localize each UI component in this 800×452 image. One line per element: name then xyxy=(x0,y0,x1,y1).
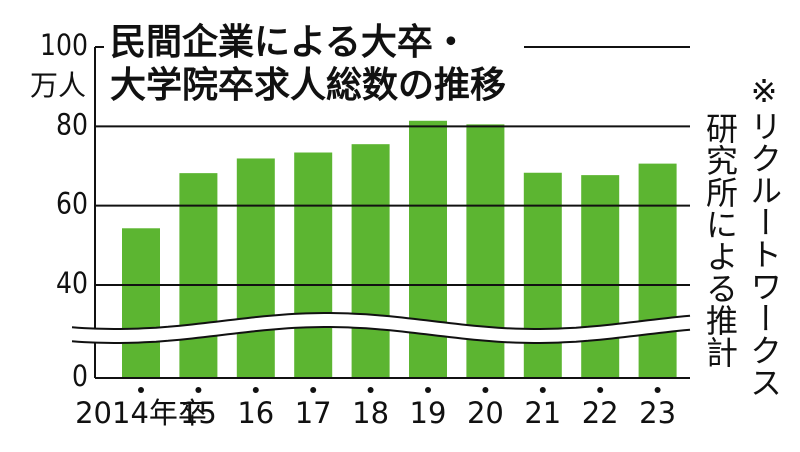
y-tick-label: 40 xyxy=(56,266,88,300)
x-tick-label: 18 xyxy=(352,396,389,430)
y-tick-label: 80 xyxy=(56,107,88,141)
x-tick-label: 16 xyxy=(237,396,274,430)
title-bg xyxy=(104,64,590,108)
tick-dot xyxy=(539,387,546,393)
x-tick-label: 17 xyxy=(295,396,332,430)
x-tick-label: 20 xyxy=(467,396,504,430)
x-tick-label: 2014年卒 xyxy=(75,396,207,430)
y-tick-label: 60 xyxy=(56,187,88,221)
tick-dot xyxy=(138,387,144,393)
x-tick-label: 19 xyxy=(410,396,447,430)
tick-dot xyxy=(195,387,202,393)
x-tick-label: 22 xyxy=(582,396,619,430)
title-bg xyxy=(104,20,524,64)
bar xyxy=(638,163,677,378)
tick-dot xyxy=(367,387,374,393)
note: ※リクルートワークス xyxy=(745,72,783,398)
tick-dot xyxy=(482,387,489,393)
bar xyxy=(523,172,562,378)
bar xyxy=(351,144,390,378)
bar xyxy=(179,173,218,378)
y-tick-label: 100 xyxy=(40,28,88,62)
chart-title: 大学院卒求人総数の推移 xyxy=(110,64,506,106)
x-tick-label: 21 xyxy=(524,396,561,430)
tick-dot xyxy=(252,387,259,393)
x-tick-label: 23 xyxy=(639,396,676,430)
bar xyxy=(409,120,447,378)
bar xyxy=(236,158,275,378)
tick-dot xyxy=(654,387,661,393)
axis-break-line xyxy=(71,326,691,344)
y-tick-label: 0 xyxy=(72,359,88,393)
bar xyxy=(294,152,333,378)
y-unit: 万人 xyxy=(30,69,86,102)
bar xyxy=(122,228,160,378)
tick-dot xyxy=(310,387,317,393)
bar xyxy=(581,175,620,378)
tick-dot xyxy=(425,387,431,393)
x-tick-label: 15 xyxy=(180,396,217,430)
axis-break-line xyxy=(71,312,691,330)
tick-dot xyxy=(597,387,604,393)
note: 研究所による推計 xyxy=(701,112,739,368)
chart-title: 民間企業による大卒・ xyxy=(110,21,469,63)
